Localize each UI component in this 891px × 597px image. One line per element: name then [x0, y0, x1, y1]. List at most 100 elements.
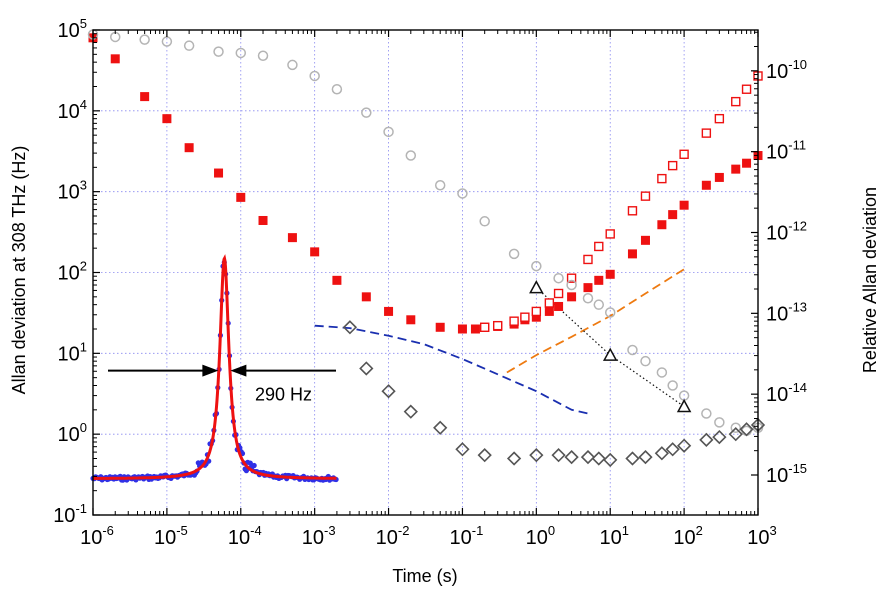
x-tick-label: 10-1	[450, 523, 484, 549]
red-filled-square-point	[701, 180, 711, 190]
red-open-square-point	[731, 96, 741, 107]
red-open-square-point	[701, 128, 712, 138]
red-open-square-point	[594, 241, 604, 252]
left-arrow-head	[202, 364, 219, 377]
orange-dashed-line	[506, 268, 685, 374]
grey-circle-point	[566, 279, 577, 291]
diamond-point	[676, 438, 692, 453]
grey-circle-point	[593, 299, 605, 310]
diamond-point	[433, 420, 448, 435]
x-tick-label: 10-4	[228, 523, 262, 549]
red-filled-square-point	[567, 292, 577, 302]
grey-circle-point	[183, 40, 195, 51]
grey-circle-point	[640, 355, 651, 367]
red-filled-square-point	[640, 235, 650, 245]
y2-tick-label: 10-13	[766, 299, 807, 325]
red-filled-square-point	[470, 324, 480, 334]
blue-dashed-line	[314, 324, 589, 415]
red-filled-square-point	[184, 143, 194, 153]
red-filled-square-point	[627, 249, 637, 259]
grey-circle-point	[656, 367, 668, 378]
x-tick-label: 100	[526, 523, 555, 549]
grey-circle-point	[213, 46, 224, 57]
grey-circle-point	[508, 248, 520, 260]
red-open-squares-series	[479, 71, 763, 332]
red-filled-square-point	[162, 114, 172, 124]
red-filled-square-point	[605, 269, 615, 279]
grey-circle-point	[457, 188, 468, 199]
right-arrow-head	[230, 364, 247, 377]
grey-circle-point	[627, 344, 638, 356]
width-arrows: 290 Hz	[108, 364, 336, 405]
red-filled-square-point	[406, 315, 416, 325]
inset-fit-curve	[93, 254, 337, 480]
diamond-point	[699, 432, 714, 448]
red-filled-square-point	[287, 233, 297, 243]
y2-tick-label: 10-12	[766, 218, 807, 244]
diamond-point	[455, 442, 470, 457]
triangle-point	[676, 398, 692, 413]
red-open-square-point	[520, 312, 530, 322]
red-filled-square-point	[531, 312, 541, 322]
grey-circle-point	[434, 180, 446, 191]
inset-data-point	[251, 462, 257, 469]
red-filled-square-point	[457, 324, 467, 334]
red-open-square-point	[679, 149, 689, 159]
diamond-point	[665, 442, 680, 457]
y-tick-label: 101	[58, 339, 87, 365]
x-tick-label: 10-2	[376, 523, 410, 549]
red-filled-square-point	[668, 210, 678, 220]
red-filled-square-point	[679, 200, 689, 210]
triangle-point	[602, 347, 618, 361]
grid	[93, 30, 758, 515]
inset-data-point	[247, 460, 253, 466]
y-axis-label: Allan deviation at 308 THz (Hz)	[9, 146, 29, 395]
grey-circle-point	[383, 126, 394, 138]
series-layer	[87, 29, 766, 468]
x-tick-label: 101	[599, 523, 628, 549]
x-axis-label: Time (s)	[392, 566, 457, 586]
width-annotation: 290 Hz	[255, 385, 312, 405]
y-tick-label: 102	[58, 259, 87, 285]
red-filled-square-point	[657, 220, 667, 230]
x-tick-label: 10-5	[154, 523, 188, 549]
diamond-point	[580, 449, 596, 465]
diamond-point	[638, 449, 653, 465]
red-filled-square-point	[731, 164, 741, 174]
red-open-square-point	[509, 316, 519, 326]
y-tick-label: 105	[58, 16, 87, 42]
red-open-square-point	[667, 160, 678, 171]
red-open-square-point	[741, 84, 752, 94]
grey-circle-point	[714, 417, 725, 428]
grey-circle-point	[405, 150, 417, 161]
red-open-square-point	[531, 306, 542, 317]
red-filled-square-point	[214, 168, 224, 178]
red-filled-square-point	[384, 306, 394, 316]
light-grey-circles-series	[87, 29, 764, 437]
grey-circle-point	[741, 425, 752, 437]
orange-dashed-series	[506, 268, 685, 374]
grey-circle-point	[257, 50, 269, 62]
diamond-point	[477, 448, 492, 463]
diamond-point	[551, 448, 566, 463]
grey-circle-point	[309, 70, 320, 82]
red-filled-square-point	[236, 192, 246, 202]
diamond-point	[712, 429, 727, 445]
diamond-point	[603, 452, 618, 468]
red-open-square-point	[640, 191, 651, 201]
red-filled-square-point	[554, 301, 564, 311]
diamond-point	[591, 451, 606, 466]
red-filled-square-point	[110, 54, 120, 64]
grey-circle-point	[553, 272, 564, 284]
diamond-point	[381, 384, 396, 399]
red-open-square-point	[605, 229, 615, 239]
red-open-square-point	[657, 173, 667, 184]
diamond-point	[654, 446, 669, 461]
diamond-point	[342, 320, 358, 335]
red-filled-square-point	[258, 215, 268, 225]
grey-circle-point	[235, 47, 247, 59]
grey-circle-point	[604, 307, 616, 318]
grey-circle-point	[667, 380, 678, 391]
red-filled-square-point	[332, 275, 342, 285]
grey-circle-point	[361, 107, 372, 118]
